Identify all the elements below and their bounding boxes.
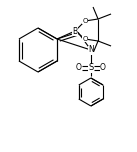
Text: O: O [82, 36, 88, 42]
Text: O: O [100, 64, 106, 73]
Text: O: O [82, 18, 88, 24]
Text: S: S [88, 64, 94, 73]
Text: N: N [88, 45, 94, 55]
Text: O: O [76, 64, 82, 73]
Text: B: B [72, 26, 78, 36]
